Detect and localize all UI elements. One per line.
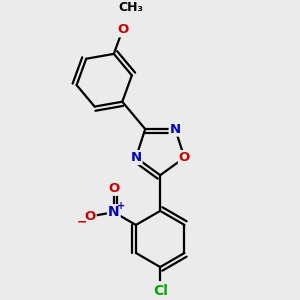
Text: O: O [117,23,128,36]
Text: CH₃: CH₃ [118,1,143,14]
Text: N: N [130,151,142,164]
Text: O: O [179,151,190,164]
Text: N: N [108,205,120,219]
Text: Cl: Cl [153,284,168,298]
Text: N: N [169,123,181,136]
Text: +: + [117,201,125,211]
Text: O: O [84,210,96,223]
Text: O: O [108,182,119,195]
Text: −: − [77,215,88,228]
